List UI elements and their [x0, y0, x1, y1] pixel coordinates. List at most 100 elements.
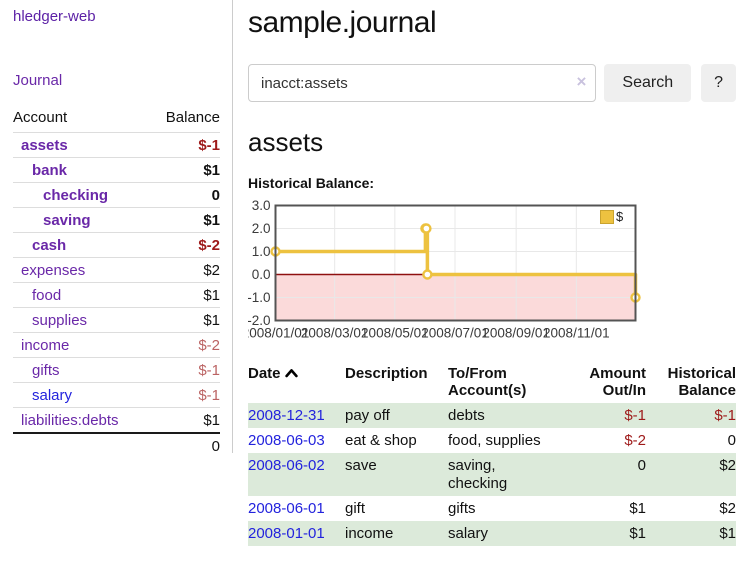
search-button[interactable]: Search	[604, 64, 692, 102]
svg-text:2008/03/01: 2008/03/01	[301, 326, 369, 341]
svg-text:-1.0: -1.0	[248, 290, 271, 305]
transaction-description: gift	[345, 500, 366, 517]
transaction-accounts: salary	[448, 525, 489, 542]
account-row: expenses $2	[13, 257, 220, 283]
transaction-row: 2008-06-01 gift gifts $1 $2	[248, 496, 736, 521]
account-balance: $1	[149, 282, 220, 308]
account-balance: $1	[149, 407, 220, 433]
account-link-food[interactable]: food	[32, 287, 62, 304]
account-row: gifts $-1	[13, 357, 220, 383]
account-link-liabilities-debts[interactable]: liabilities:debts	[21, 412, 119, 429]
account-row: food $1	[13, 282, 220, 308]
svg-text:2008/07/01: 2008/07/01	[421, 326, 489, 341]
transaction-amount: $-1	[624, 407, 646, 424]
account-link-expenses[interactable]: expenses	[21, 262, 86, 279]
account-link-saving[interactable]: saving	[43, 212, 91, 229]
register-header-accounts-line1: To/From	[448, 365, 507, 382]
account-heading: assets	[248, 127, 324, 157]
account-row: liabilities:debts $1	[13, 407, 220, 433]
svg-text:2008/01/01: 2008/01/01	[248, 326, 309, 341]
transaction-row: 2008-06-02 save saving, checking 0 $2	[248, 453, 736, 496]
svg-text:2.0: 2.0	[252, 221, 271, 236]
transaction-amount: $1	[629, 500, 646, 517]
accounts-total-row: 0	[13, 432, 220, 458]
search-input[interactable]	[248, 64, 597, 102]
account-balance: $1	[149, 307, 220, 333]
svg-text:2008/09/01: 2008/09/01	[482, 326, 550, 341]
search-box: ×	[248, 64, 597, 102]
svg-text:-2.0: -2.0	[248, 313, 271, 328]
register-header-accounts: To/From Account(s)	[448, 362, 570, 403]
transaction-row: 2008-06-03 eat & shop food, supplies $-2 0	[248, 428, 736, 453]
register-header-date-label: Date	[248, 365, 281, 382]
account-link-cash[interactable]: cash	[32, 237, 67, 254]
transaction-accounts: food, supplies	[448, 432, 541, 449]
transaction-date-link[interactable]: 2008-06-01	[248, 500, 325, 517]
transaction-accounts: gifts	[448, 500, 476, 517]
register-header-balance-line2: Balance	[678, 382, 736, 399]
register-header-description: Description	[345, 365, 428, 382]
page-title: sample.journal	[248, 6, 437, 39]
legend-swatch-icon	[600, 209, 614, 224]
accounts-total-value: 0	[149, 432, 220, 458]
app-title-link[interactable]: hledger-web	[13, 8, 96, 25]
accounts-table-body: assets $-1 bank $1 checking 0 saving $1 cash $-2 e…	[13, 132, 220, 433]
account-balance: $-2	[149, 332, 220, 358]
account-link-assets[interactable]: assets	[21, 137, 68, 154]
account-balance: $1	[149, 157, 220, 183]
chart-title: Historical Balance:	[248, 175, 375, 191]
transaction-description: save	[345, 457, 377, 474]
account-row: salary $-1	[13, 382, 220, 408]
register-header-amount-line1: Amount	[589, 365, 646, 382]
transaction-amount: $-2	[624, 432, 646, 449]
register-header-amount-line2: Out/In	[602, 382, 646, 399]
account-link-bank[interactable]: bank	[32, 162, 68, 179]
transaction-balance: $2	[719, 500, 736, 517]
transaction-balance: $1	[719, 525, 736, 542]
account-link-salary[interactable]: salary	[32, 387, 73, 404]
legend-label: $	[616, 209, 624, 224]
accounts-header-balance: Balance	[165, 109, 220, 126]
transaction-date-link[interactable]: 2008-06-02	[248, 457, 325, 474]
account-link-income[interactable]: income	[21, 337, 70, 354]
account-balance: $-2	[149, 232, 220, 258]
register-table: Date Description To/From Account(s) Amou…	[248, 362, 736, 546]
account-row: assets $-1	[13, 132, 220, 158]
transaction-balance: $2	[719, 457, 736, 474]
clear-search-icon[interactable]: ×	[576, 72, 587, 91]
transaction-accounts: debts	[448, 407, 485, 424]
register-header-date[interactable]: Date	[248, 362, 345, 403]
help-button[interactable]: ?	[701, 64, 736, 102]
account-balance: $-1	[149, 132, 220, 158]
account-link-supplies[interactable]: supplies	[32, 312, 88, 329]
main-content: sample.journal × Search ? assets Histori…	[233, 0, 742, 546]
sidebar-item-journal[interactable]: Journal	[13, 72, 63, 89]
account-row: checking 0	[13, 182, 220, 208]
transaction-accounts: saving, checking	[448, 457, 508, 492]
transaction-amount: $1	[629, 525, 646, 542]
transaction-date-link[interactable]: 2008-12-31	[248, 407, 325, 424]
account-balance: $-1	[149, 382, 220, 408]
transaction-description: income	[345, 525, 394, 542]
transaction-amount: 0	[637, 457, 646, 474]
register-header-accounts-line2: Account(s)	[448, 382, 527, 399]
transaction-date-link[interactable]: 2008-01-01	[248, 525, 325, 542]
account-balance: $2	[149, 257, 220, 283]
chart-canvas: 3.0 2.0 1.0 0.0 -1.0 -2.02008/01/012008/03/01…	[242, 198, 641, 341]
account-link-gifts[interactable]: gifts	[32, 362, 60, 379]
register-header-balance: Historical Balance	[646, 362, 736, 403]
transaction-date-link[interactable]: 2008-06-03	[248, 432, 325, 449]
account-row: saving $1	[13, 207, 220, 233]
transaction-balance: $-1	[714, 407, 736, 424]
account-link-checking[interactable]: checking	[43, 187, 109, 204]
chart-legend: $	[599, 208, 625, 225]
accounts-table: Account Balance assets $-1 bank $1 checking 0…	[13, 107, 220, 458]
account-row: income $-2	[13, 332, 220, 358]
svg-text:3.0: 3.0	[252, 199, 271, 213]
transaction-row: 2008-01-01 income salary $1 $1	[248, 521, 736, 546]
svg-text:1.0: 1.0	[252, 244, 271, 259]
transaction-row: 2008-12-31 pay off debts $-1 $-1	[248, 403, 736, 428]
historical-balance-chart: 3.0 2.0 1.0 0.0 -1.0 -2.0 2008/01/01 2008/03/01…	[242, 198, 648, 342]
transaction-description: eat & shop	[345, 432, 417, 449]
svg-text:2008/11/01: 2008/11/01	[543, 326, 610, 341]
